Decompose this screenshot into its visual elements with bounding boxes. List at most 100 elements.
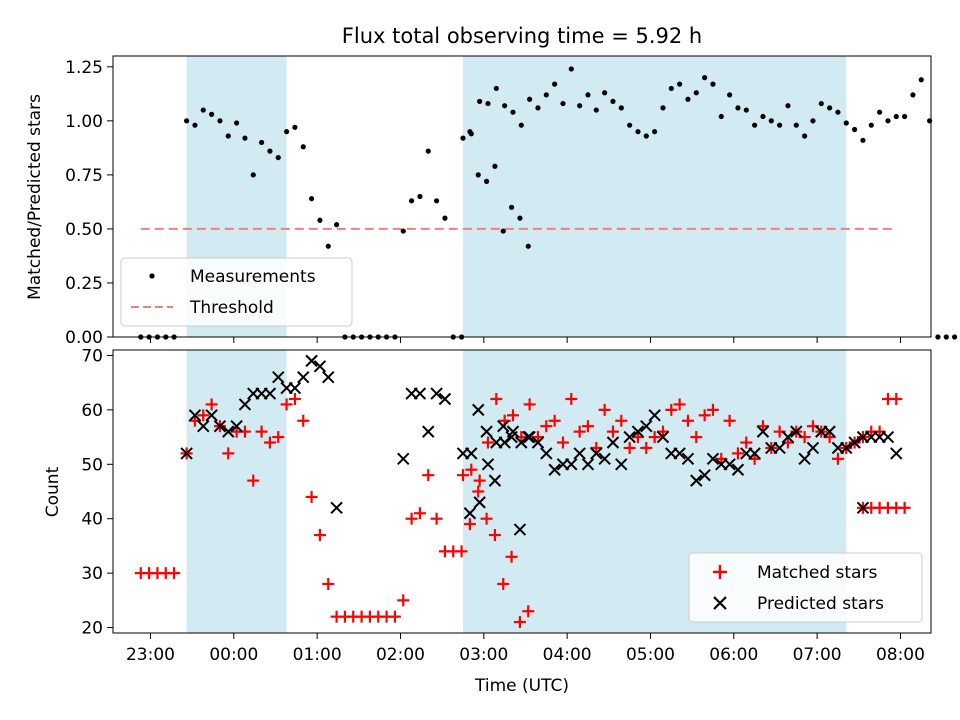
y-tick-label: 1.25 [65, 58, 103, 78]
matched-star-point [263, 436, 276, 449]
measurement-point [660, 105, 666, 111]
measurement-point [802, 133, 808, 139]
measurement-point [184, 118, 190, 124]
measurement-point [643, 133, 649, 139]
top-axes-frame [112, 55, 932, 338]
predicted-star-point [422, 425, 435, 438]
matched-star-point [465, 463, 478, 476]
matched-star-point [388, 610, 401, 623]
measurement-point [685, 96, 691, 102]
y-tick-label: 0.75 [65, 166, 103, 186]
matched-star-point [890, 392, 903, 405]
matched-star-point [305, 490, 318, 503]
matched-star-point [698, 409, 711, 422]
matched-star-point [740, 436, 753, 449]
predicted-star-point [598, 452, 611, 466]
count-points [134, 354, 911, 629]
measurement-point [768, 118, 774, 124]
predicted-star-point [288, 381, 302, 395]
matched-star-point [565, 392, 578, 405]
predicted-star-point [272, 371, 285, 384]
measurement-point [585, 92, 591, 98]
predicted-star-point [397, 452, 410, 466]
matched-star-point [556, 436, 569, 449]
matched-star-point [481, 436, 494, 449]
measurement-point [918, 77, 924, 83]
bottom-axes-frame [112, 349, 932, 634]
measurement-point [292, 124, 298, 130]
measurement-point [777, 122, 783, 128]
measurement-point [502, 103, 508, 109]
predicted-star-point [473, 496, 486, 509]
measurement-point [935, 334, 941, 340]
measurement-point [827, 105, 833, 111]
predicted-star-point [263, 387, 277, 400]
x-tick-label: 07:00 [793, 645, 842, 665]
measurement-point [868, 122, 874, 128]
measurement-point [885, 118, 891, 124]
measurement-point [475, 172, 481, 178]
measurement-point [209, 111, 215, 117]
legend-predicted-marker [713, 596, 727, 610]
matched-star-point [831, 452, 844, 465]
matched-star-point [313, 529, 326, 542]
matched-star-point [631, 431, 644, 444]
measurement-point [552, 81, 558, 87]
matched-star-point [756, 420, 769, 433]
matched-star-point [297, 414, 310, 427]
matched-star-point [531, 431, 544, 444]
measurement-point [560, 100, 566, 107]
measurement-point [577, 103, 583, 109]
predicted-star-point [481, 458, 495, 471]
measurement-point [743, 107, 749, 113]
measurement-point [860, 137, 866, 143]
measurement-point [718, 113, 724, 120]
top-panel: 0.00 0.25 0.50 0.75 1.00 1.25 Matched/Predict… [25, 55, 958, 348]
predicted-star-point [498, 436, 511, 449]
legend-threshold-label: Threshold [189, 298, 274, 318]
predicted-star-point [706, 452, 720, 466]
measurement-point [508, 204, 515, 210]
measurement-point [668, 85, 674, 92]
measurement-point [483, 178, 490, 184]
measurement-point [627, 122, 633, 128]
measurement-point [527, 96, 533, 102]
predicted-star-point [506, 425, 520, 438]
matched-star-point [615, 414, 628, 427]
measurement-point [477, 98, 483, 104]
measurement-point [843, 120, 849, 126]
bottom-panel: 20 30 40 50 60 70 23:00 00:00 01:00 02:00 03:00 04:… [43, 346, 932, 696]
top-legend-box [120, 257, 353, 327]
measurement-point [893, 113, 899, 120]
predicted-star-point [313, 360, 327, 373]
measurement-point [234, 120, 240, 126]
measurement-point [618, 105, 624, 111]
measurement-point [259, 139, 265, 146]
matched-star-point [606, 425, 619, 438]
legend-measurements-label: Measurements [190, 267, 316, 287]
predicted-star-point [531, 436, 545, 449]
measurement-point [593, 107, 599, 113]
y-tick-label: 40 [81, 510, 103, 530]
predicted-star-point [623, 430, 636, 444]
measurement-point [308, 196, 315, 202]
measurement-point [425, 148, 431, 154]
measurement-point [200, 107, 206, 113]
measurement-point [635, 129, 641, 135]
bottom-legend: Matched stars Predicted stars [688, 552, 923, 623]
measurement-point [408, 198, 415, 204]
measurement-point [877, 109, 883, 115]
predicted-star-point [515, 436, 528, 449]
measurement-point [702, 75, 708, 81]
matched-star-point [197, 409, 210, 422]
y-tick-label: 0.00 [65, 328, 103, 348]
matched-star-point [463, 518, 476, 531]
x-tick-label: 23:00 [126, 645, 175, 665]
measurement-point [217, 118, 223, 124]
measurement-point [568, 66, 574, 72]
measurement-point [283, 129, 290, 135]
measurement-point [485, 100, 491, 107]
measurement-point [242, 135, 248, 141]
chart-title: Flux total observing time = 5.92 h [342, 24, 702, 48]
matched-star-point [540, 420, 553, 433]
